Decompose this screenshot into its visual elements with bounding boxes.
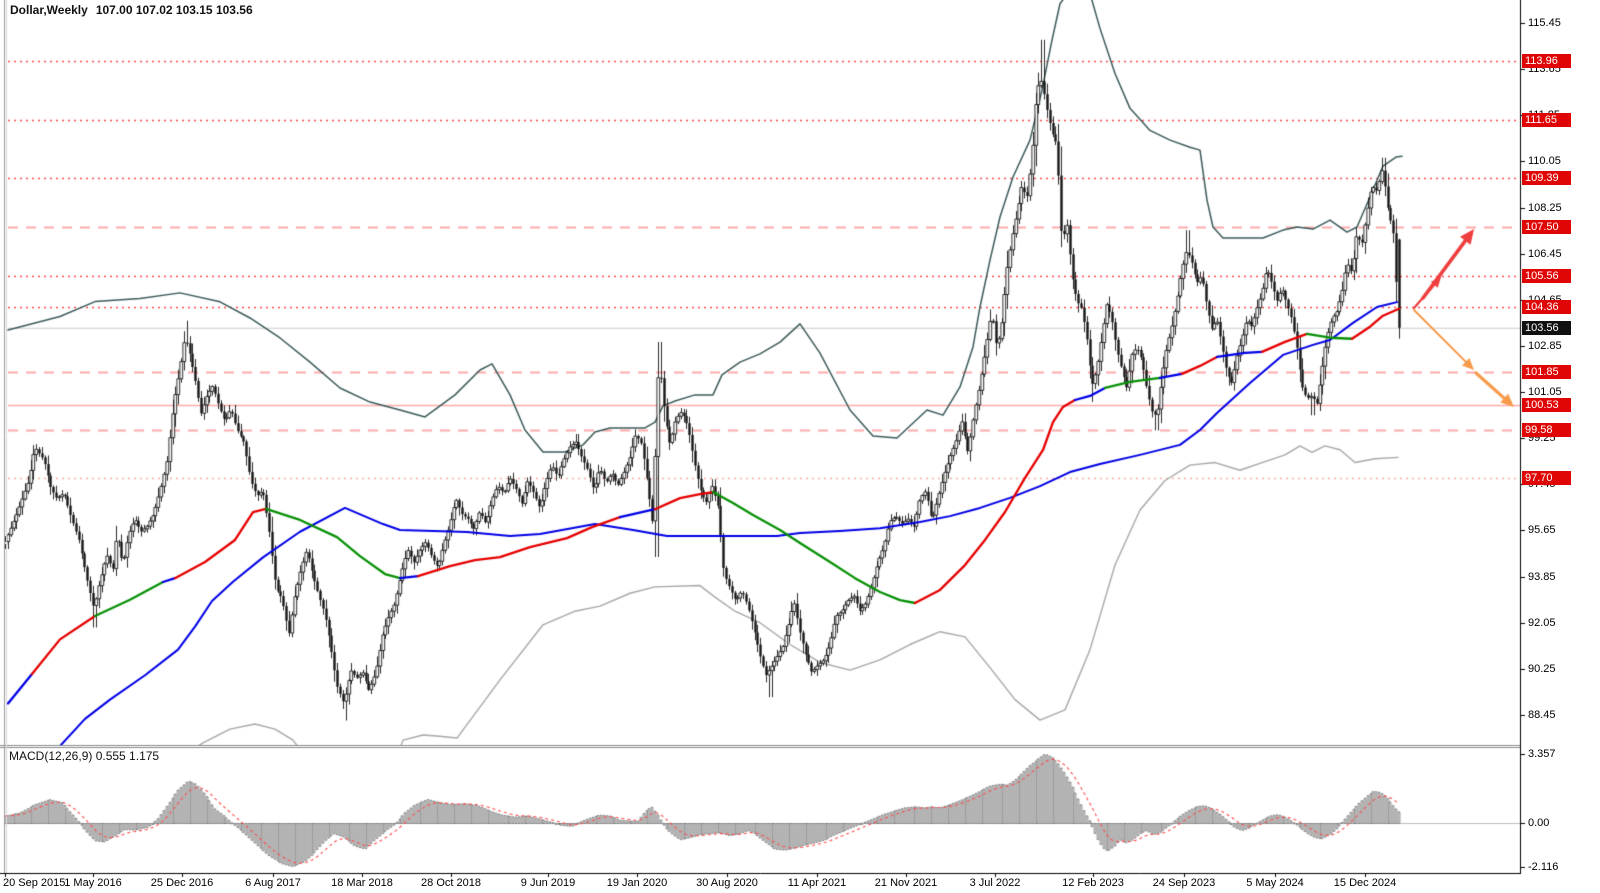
date-axis-label: 28 Oct 2018	[421, 877, 481, 889]
ohlc-values: 107.00 107.02 103.15 103.56	[95, 3, 253, 17]
date-axis-label: 1 May 2016	[64, 877, 122, 889]
date-axis-label: 6 Aug 2017	[245, 877, 301, 889]
price-level-badge: 101.85	[1522, 364, 1571, 379]
price-axis-label: 106.45	[1528, 247, 1562, 260]
price-axis-label: 101.05	[1528, 386, 1562, 399]
price-axis-label: 108.25	[1528, 201, 1562, 214]
date-axis-label: 21 Nov 2021	[874, 877, 938, 889]
price-level-badge: 113.96	[1522, 54, 1571, 69]
date-axis-label: 18 Mar 2018	[331, 877, 393, 889]
date-axis-label: 24 Sep 2023	[1152, 877, 1216, 889]
symbol-period-label: Dollar,Weekly	[10, 3, 88, 17]
price-axis-label: 92.05	[1528, 616, 1556, 629]
price-level-badge: 109.39	[1522, 171, 1571, 186]
date-axis-label: 5 May 2024	[1246, 877, 1304, 889]
price-level-badge: 107.50	[1522, 219, 1571, 234]
macd-axis-label: -2.116	[1528, 861, 1559, 873]
date-axis-label: 12 Feb 2023	[1062, 877, 1124, 889]
price-axis-label: 95.65	[1528, 524, 1556, 537]
price-level-badge: 100.53	[1522, 398, 1571, 413]
price-axis-label: 93.85	[1528, 570, 1556, 583]
price-axis-label: 90.25	[1528, 662, 1556, 675]
price-axis-label: 115.45	[1528, 17, 1561, 29]
date-axis-label: 25 Dec 2016	[150, 877, 214, 889]
macd-indicator-label: MACD(12,26,9) 0.555 1.175	[9, 749, 160, 763]
price-axis-label: 88.45	[1528, 709, 1556, 721]
current-price-badge: 103.56	[1522, 320, 1571, 335]
macd-axis-label: 3.357	[1528, 748, 1556, 760]
date-axis-label: 11 Apr 2021	[787, 877, 847, 889]
date-axis-label: 3 Jul 2022	[969, 877, 1021, 889]
date-axis-label: 15 Dec 2024	[1333, 877, 1397, 889]
price-level-badge: 97.70	[1522, 470, 1571, 485]
date-axis-label: 20 Sep 2015	[3, 877, 66, 889]
price-level-badge: 105.56	[1522, 269, 1571, 284]
date-axis-label: 19 Jan 2020	[606, 877, 668, 889]
chart-title: Dollar,Weekly 107.00 107.02 103.15 103.56	[10, 3, 253, 17]
price-axis-label: 110.05	[1528, 155, 1561, 168]
price-level-badge: 104.36	[1522, 300, 1571, 315]
price-axis-label: 102.85	[1528, 339, 1562, 352]
date-axis-label: 9 Jun 2019	[520, 877, 576, 889]
date-axis-label: 30 Aug 2020	[696, 877, 758, 889]
price-level-badge: 111.65	[1522, 113, 1571, 128]
macd-axis-label: 0.00	[1528, 817, 1550, 830]
price-level-badge: 99.58	[1522, 422, 1571, 437]
